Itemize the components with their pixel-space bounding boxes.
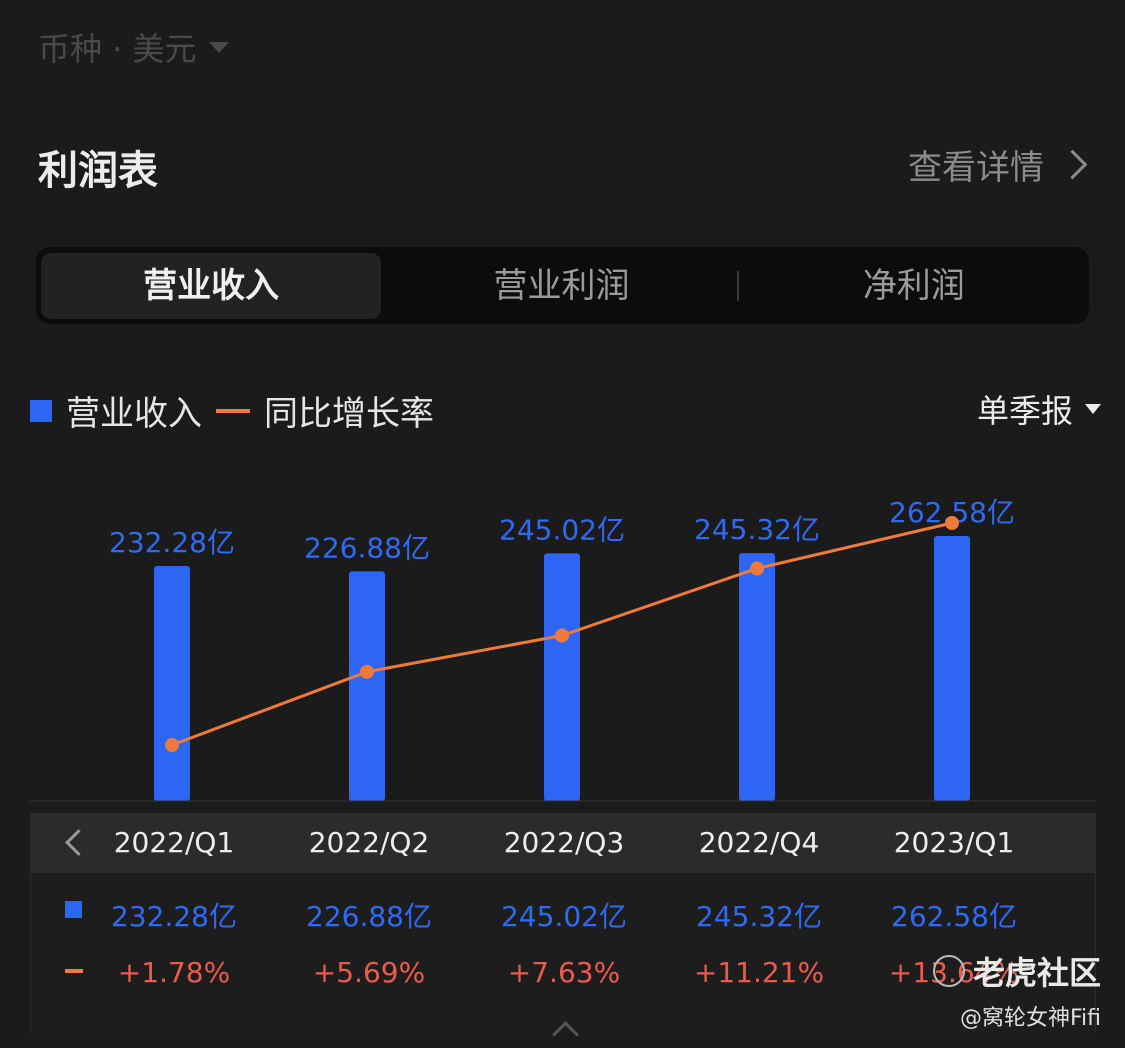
revenue-value-cell: 226.88亿 [306,900,432,933]
table-header: 2022/Q1 2022/Q2 2022/Q3 2022/Q4 2023/Q1 [31,813,1095,873]
growth-row-icon [65,969,83,973]
brand-logo-icon [932,955,965,987]
tab-operating-profit[interactable]: 营业利润 [493,265,630,306]
watermark-brand-text: 老虎社区 [972,954,1101,992]
currency-selector[interactable]: 币种 · 美元 [38,24,229,70]
chevron-right-icon [1057,149,1088,180]
tab-net-profit[interactable]: 净利润 [862,265,965,306]
caret-down-icon [208,41,229,53]
growth-value-cell: +11.21% [693,956,825,989]
growth-point [555,628,569,643]
period-selector-label: 单季报 [976,392,1073,430]
revenue-bar [544,553,580,801]
data-table: 2022/Q1 2022/Q2 2022/Q3 2022/Q4 2023/Q1 232.… [30,813,1096,1048]
bar-value-label: 232.28亿 [109,526,235,559]
period-header-cell: 2022/Q4 [698,826,820,859]
revenue-row-icon [65,901,82,918]
bar-value-label: 245.02亿 [499,513,625,546]
revenue-value-cell: 245.32亿 [696,900,822,933]
chart-legend: 营业收入 同比增长率 [30,386,434,435]
tab-revenue[interactable]: 营业收入 [41,252,382,319]
caret-down-icon [1085,404,1101,414]
growth-value-cell: +1.78% [117,956,231,989]
period-header-cell: 2022/Q2 [308,826,430,859]
period-header-cell: 2023/Q1 [893,826,1015,859]
revenue-value-cell: 245.02亿 [501,900,627,933]
revenue-bar [934,536,970,801]
growth-value-cell: +7.63% [507,956,621,989]
watermark-brand: 老虎社区 [932,948,1101,994]
currency-label: 币种 · 美元 [38,30,197,68]
revenue-value-cell: 262.58亿 [891,900,1017,933]
watermark-user: @窝轮女神Fifi [959,1006,1101,1031]
chevron-up-icon[interactable] [552,1021,579,1048]
legend-bar-swatch [30,399,52,422]
revenue-bar [154,566,190,801]
revenue-value-cell: 232.28亿 [111,900,237,933]
legend-bar-label: 营业收入 [66,394,202,434]
bar-value-label: 226.88亿 [304,531,430,564]
view-details-label: 查看详情 [908,148,1044,188]
view-details-link[interactable]: 查看详情 [908,140,1089,189]
growth-point [165,738,179,752]
revenue-bar [739,553,775,801]
statement-tabs: 营业收入 营业利润 净利润 [36,247,1089,324]
period-selector[interactable]: 单季报 [977,386,1101,432]
growth-value-cell: +5.69% [312,956,426,989]
tab-divider [736,270,739,301]
revenue-bar [349,571,385,801]
legend-line-swatch [216,408,250,413]
growth-point [360,664,374,679]
growth-point [750,561,764,576]
period-header-cell: 2022/Q3 [503,826,625,859]
period-header-cell: 2022/Q1 [113,826,235,859]
bar-value-label: 245.32亿 [694,513,820,546]
watermark: 老虎社区 @窝轮女神Fifi [932,948,1101,1032]
section-title: 利润表 [38,148,158,194]
growth-point [945,516,959,530]
legend-line-label: 同比增长率 [264,394,434,434]
